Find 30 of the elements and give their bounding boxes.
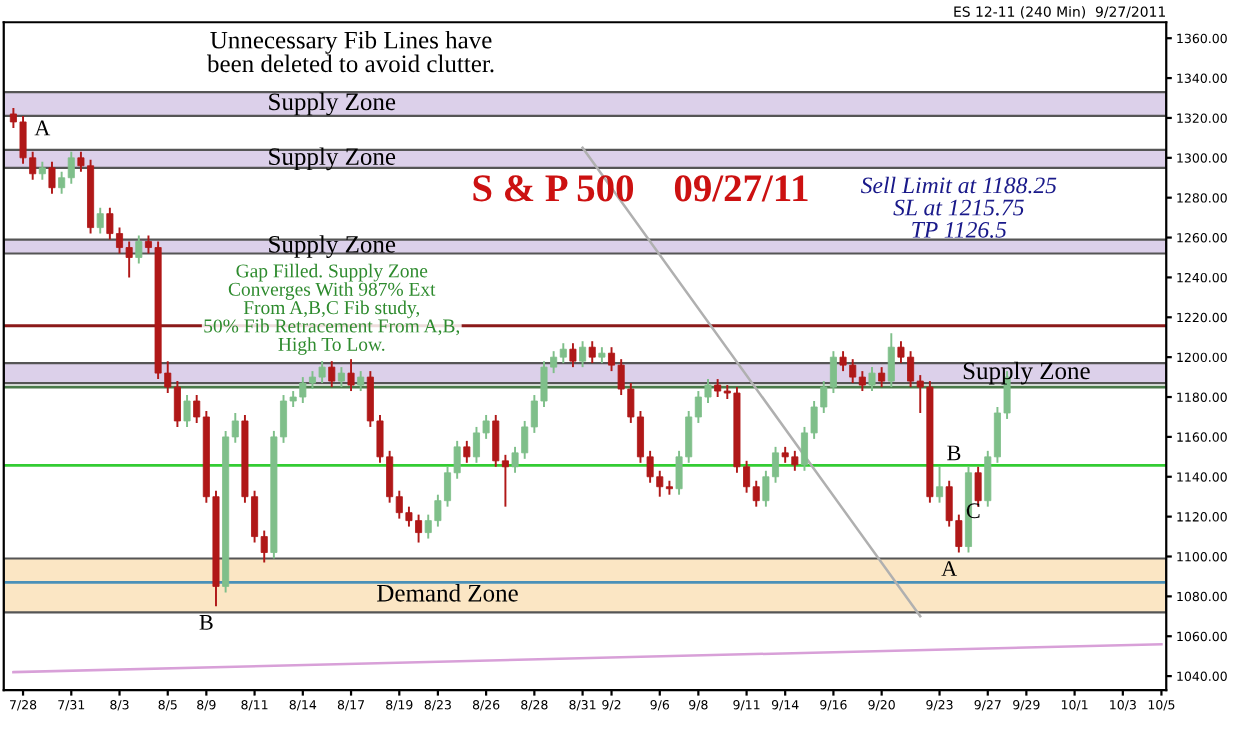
candlestick bbox=[183, 394, 191, 428]
candlestick bbox=[357, 370, 365, 393]
annotation: Sell Limit at 1188.25 SL at 1215.75 TP 1126.5 bbox=[860, 176, 1057, 238]
candlestick bbox=[878, 366, 886, 389]
annotation: B bbox=[947, 445, 961, 461]
annotation: B bbox=[199, 615, 213, 630]
candlestick bbox=[328, 360, 336, 389]
band-label: Supply Zone bbox=[963, 361, 1090, 385]
candlestick bbox=[887, 332, 895, 389]
candlestick bbox=[135, 234, 143, 265]
candlestick bbox=[347, 358, 355, 393]
band-label: Supply Zone bbox=[269, 147, 396, 171]
annotation: S & P 500 09/27/11 bbox=[473, 175, 808, 202]
annotation: C bbox=[966, 503, 980, 519]
annotation: A bbox=[34, 120, 51, 136]
candlestick bbox=[463, 439, 471, 464]
annotation: Gap Filled. Supply Zone Converges With 987% Ext From A,B,C Fib study, 50% Fib Retracement From A,B, High To Low. bbox=[204, 263, 460, 355]
candlestick bbox=[569, 342, 577, 369]
band-label: Supply Zone bbox=[269, 92, 396, 116]
candlestick bbox=[337, 366, 345, 389]
candlestick bbox=[579, 340, 587, 369]
candlestick bbox=[588, 340, 596, 365]
candlestick bbox=[48, 160, 56, 195]
candlestick bbox=[936, 465, 944, 504]
annotation: A bbox=[941, 561, 958, 576]
candlestick bbox=[96, 206, 104, 235]
band-label: Supply Zone bbox=[269, 235, 396, 258]
candlestick bbox=[868, 366, 876, 393]
annotation: Unnecessary Fib Lines have been deleted to avoid clutter. bbox=[207, 31, 494, 73]
band-label: Demand Zone bbox=[377, 584, 518, 602]
